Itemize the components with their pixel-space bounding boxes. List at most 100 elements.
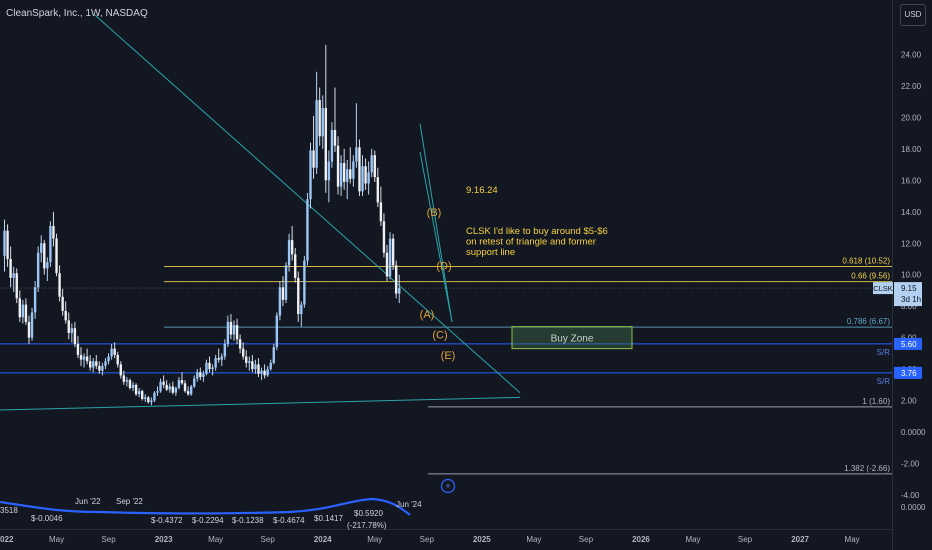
candle-body [309,150,312,200]
candle [18,290,21,322]
candle-body [88,361,92,368]
candle [290,225,294,261]
candle-body [196,372,199,379]
candle [171,381,174,395]
candle-body [260,370,263,374]
wave-label: (B) [427,207,442,219]
candle-body [346,169,349,182]
candle [186,386,190,396]
time-tick-label: 2027 [791,535,809,544]
candle-body [150,400,153,403]
candle [76,336,80,359]
candle [177,376,181,390]
candle-body [153,392,156,401]
candle [257,358,260,377]
candle-body [336,145,340,187]
candle [263,364,266,379]
candle-body [177,380,181,388]
candle-body [30,312,34,338]
time-tick-label: May [845,535,860,544]
candle [98,361,101,374]
candle-body [92,361,95,368]
candle [67,312,70,340]
sr-label: S/R [877,377,891,386]
candle-body [61,296,64,311]
candle-body [217,358,220,360]
candle [327,150,331,203]
candle-body [101,365,104,371]
candle [370,148,373,178]
candle-body [144,397,147,399]
time-axis: 2022 May Sep 2023 May Sep 2024 May Sep 2025 May Sep… [0,535,860,544]
candle-body [73,328,77,344]
currency-button[interactable]: USD [900,4,926,26]
candle [36,246,40,293]
last-price-tag: 9.15 [901,284,917,293]
candle [85,348,89,365]
candle [92,358,95,373]
candle-body [137,391,141,395]
candle-body [189,386,193,395]
candle [382,213,386,258]
candle [144,394,147,403]
wave-label: (E) [441,350,456,362]
candle [238,334,242,354]
candle [312,115,315,179]
candle-body [85,356,89,362]
candle-body [321,107,324,137]
candle-body [349,169,352,179]
annotation-date: 9.16.24 [466,185,498,196]
candle [333,87,337,153]
price-tick-label: 8.00 [901,302,917,311]
candle [199,367,202,381]
candle-body [251,361,254,370]
price-tick-label: 24.00 [901,51,922,60]
candle [15,268,18,304]
candle-body [379,202,383,222]
candle [193,375,196,388]
candle-body [110,348,113,357]
indicator-label: Jun '22 [75,497,101,506]
candle [349,147,352,184]
time-tick-label: Sep [420,535,435,544]
buy-zone-box [511,326,633,350]
candle [125,376,129,387]
candle [208,356,211,373]
price-tick-label: 12.00 [901,239,922,248]
add-button[interactable]: + [440,478,456,494]
candle-body [40,243,43,253]
candle [211,364,214,376]
candle [119,361,122,379]
candle [27,315,31,344]
candle [180,372,184,385]
candle [116,351,119,368]
price-tick-label: 16.00 [901,176,922,185]
wave-label: (A) [420,309,435,321]
candle-body [36,252,40,288]
candle [147,395,150,404]
candle [101,362,104,376]
candle [235,318,239,344]
candle-body [208,362,211,370]
candle-body [367,172,370,184]
price-tag: 3.76 [901,369,917,378]
candle [248,356,251,371]
candle-body [241,348,245,357]
candle [324,45,327,193]
candle [284,262,288,304]
candle-body [254,364,257,370]
indicator-label: $0.1417 [314,514,343,523]
candle-body [235,325,239,340]
plus-icon: + [445,481,450,491]
price-tag: 5.60 [901,340,917,349]
annotations: Buy Zone (B) (D) (A) (C) (E) 9.16.24 CLSK I'd l… [420,185,633,494]
candle [358,139,361,197]
candle [55,233,58,277]
candle [232,320,236,341]
time-tick-label: May [49,535,64,544]
candle-body [27,321,31,338]
price-tick-label: 2.00 [901,397,917,406]
candle [254,359,257,374]
time-tick-label: 2026 [632,535,650,544]
